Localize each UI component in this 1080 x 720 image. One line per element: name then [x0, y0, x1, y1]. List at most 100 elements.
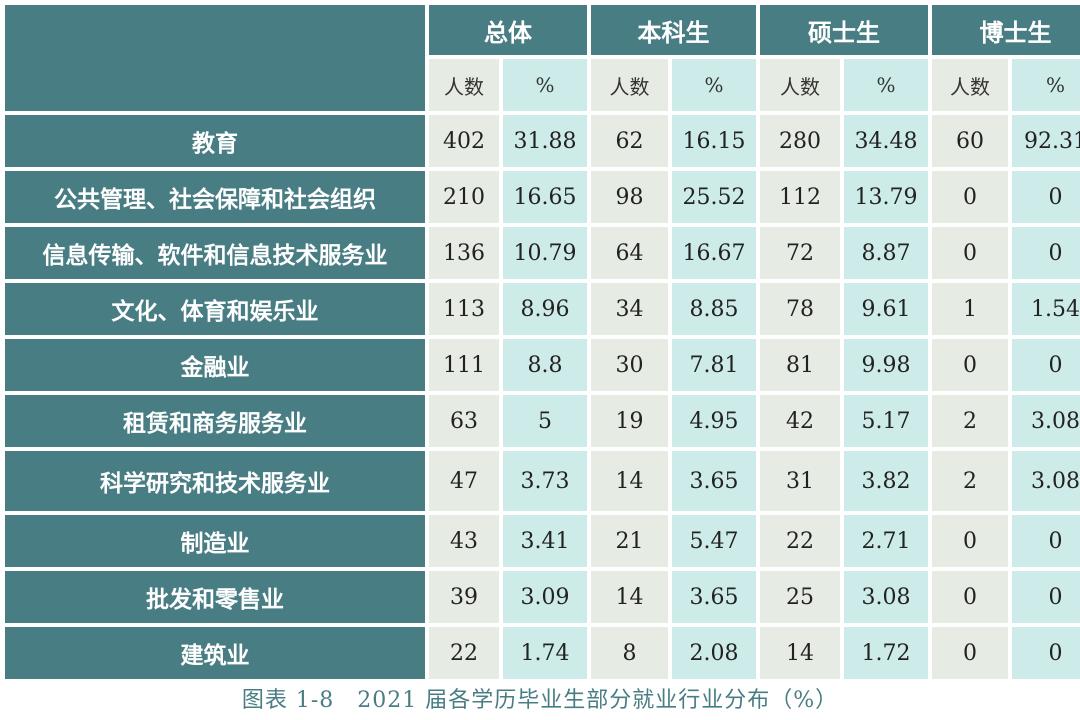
cell-count: 60 [932, 115, 1008, 167]
cell-percent: 16.15 [672, 115, 756, 167]
cell-count: 22 [429, 627, 499, 679]
cell-count: 42 [760, 395, 840, 447]
cell-count: 0 [932, 571, 1008, 623]
row-label: 建筑业 [5, 627, 425, 679]
header-sub-count: 人数 [760, 59, 840, 111]
cell-percent: 9.98 [844, 339, 928, 391]
cell-percent: 2.08 [672, 627, 756, 679]
cell-percent: 0 [1012, 627, 1080, 679]
header-sub-percent: % [503, 59, 587, 111]
cell-count: 19 [591, 395, 668, 447]
cell-percent: 0 [1012, 171, 1080, 223]
header-group-doctor: 博士生 [932, 5, 1080, 55]
header-sub-percent: % [844, 59, 928, 111]
cell-percent: 3.65 [672, 451, 756, 511]
cell-count: 64 [591, 227, 668, 279]
cell-percent: 0 [1012, 571, 1080, 623]
cell-count: 112 [760, 171, 840, 223]
cell-percent: 34.48 [844, 115, 928, 167]
cell-count: 280 [760, 115, 840, 167]
cell-percent: 7.81 [672, 339, 756, 391]
cell-count: 210 [429, 171, 499, 223]
cell-percent: 8.96 [503, 283, 587, 335]
cell-percent: 3.65 [672, 571, 756, 623]
row-label: 信息传输、软件和信息技术服务业 [5, 227, 425, 279]
cell-count: 0 [932, 171, 1008, 223]
cell-count: 111 [429, 339, 499, 391]
cell-percent: 3.09 [503, 571, 587, 623]
header-sub-count: 人数 [429, 59, 499, 111]
cell-percent: 1.54 [1012, 283, 1080, 335]
row-label: 文化、体育和娱乐业 [5, 283, 425, 335]
cell-count: 39 [429, 571, 499, 623]
cell-count: 25 [760, 571, 840, 623]
cell-count: 402 [429, 115, 499, 167]
cell-percent: 1.74 [503, 627, 587, 679]
cell-percent: 16.67 [672, 227, 756, 279]
cell-percent: 8.8 [503, 339, 587, 391]
cell-count: 78 [760, 283, 840, 335]
row-label: 公共管理、社会保障和社会组织 [5, 171, 425, 223]
cell-percent: 13.79 [844, 171, 928, 223]
cell-count: 0 [932, 627, 1008, 679]
cell-count: 113 [429, 283, 499, 335]
cell-percent: 3.08 [1012, 451, 1080, 511]
header-group-total: 总体 [429, 5, 587, 55]
cell-percent: 31.88 [503, 115, 587, 167]
cell-count: 62 [591, 115, 668, 167]
row-label: 制造业 [5, 515, 425, 567]
header-group-master: 硕士生 [760, 5, 928, 55]
cell-count: 81 [760, 339, 840, 391]
cell-percent: 3.82 [844, 451, 928, 511]
cell-count: 14 [591, 451, 668, 511]
cell-percent: 3.08 [844, 571, 928, 623]
cell-count: 2 [932, 451, 1008, 511]
cell-count: 21 [591, 515, 668, 567]
cell-count: 98 [591, 171, 668, 223]
cell-percent: 5 [503, 395, 587, 447]
cell-percent: 9.61 [844, 283, 928, 335]
cell-percent: 0 [1012, 515, 1080, 567]
cell-percent: 0 [1012, 339, 1080, 391]
cell-count: 14 [760, 627, 840, 679]
cell-percent: 2.71 [844, 515, 928, 567]
cell-count: 22 [760, 515, 840, 567]
cell-percent: 8.85 [672, 283, 756, 335]
cell-count: 47 [429, 451, 499, 511]
cell-percent: 3.08 [1012, 395, 1080, 447]
cell-count: 8 [591, 627, 668, 679]
cell-count: 43 [429, 515, 499, 567]
cell-count: 136 [429, 227, 499, 279]
cell-percent: 4.95 [672, 395, 756, 447]
cell-count: 14 [591, 571, 668, 623]
header-sub-count: 人数 [591, 59, 668, 111]
header-group-undergraduate: 本科生 [591, 5, 756, 55]
cell-percent: 0 [1012, 227, 1080, 279]
cell-count: 0 [932, 515, 1008, 567]
cell-count: 2 [932, 395, 1008, 447]
cell-percent: 1.72 [844, 627, 928, 679]
cell-percent: 3.73 [503, 451, 587, 511]
industry-distribution-table: 总体 本科生 硕士生 博士生 人数% 人数% 人数% 人数% 教育 402 31.88 62 1… [5, 5, 1080, 679]
cell-percent: 5.47 [672, 515, 756, 567]
cell-percent: 16.65 [503, 171, 587, 223]
cell-percent: 8.87 [844, 227, 928, 279]
row-label: 教育 [5, 115, 425, 167]
cell-count: 63 [429, 395, 499, 447]
header-corner [5, 5, 425, 111]
cell-percent: 92.31 [1012, 115, 1080, 167]
row-label: 租赁和商务服务业 [5, 395, 425, 447]
cell-count: 30 [591, 339, 668, 391]
header-sub-count: 人数 [932, 59, 1008, 111]
row-label: 科学研究和技术服务业 [5, 451, 425, 511]
cell-count: 72 [760, 227, 840, 279]
cell-count: 0 [932, 227, 1008, 279]
cell-percent: 25.52 [672, 171, 756, 223]
row-label: 金融业 [5, 339, 425, 391]
cell-count: 1 [932, 283, 1008, 335]
table-caption: 图表 1-8 2021 届各学历毕业生部分就业行业分布（%） [241, 688, 839, 713]
cell-count: 34 [591, 283, 668, 335]
header-sub-percent: % [1012, 59, 1080, 111]
cell-count: 31 [760, 451, 840, 511]
cell-percent: 3.41 [503, 515, 587, 567]
